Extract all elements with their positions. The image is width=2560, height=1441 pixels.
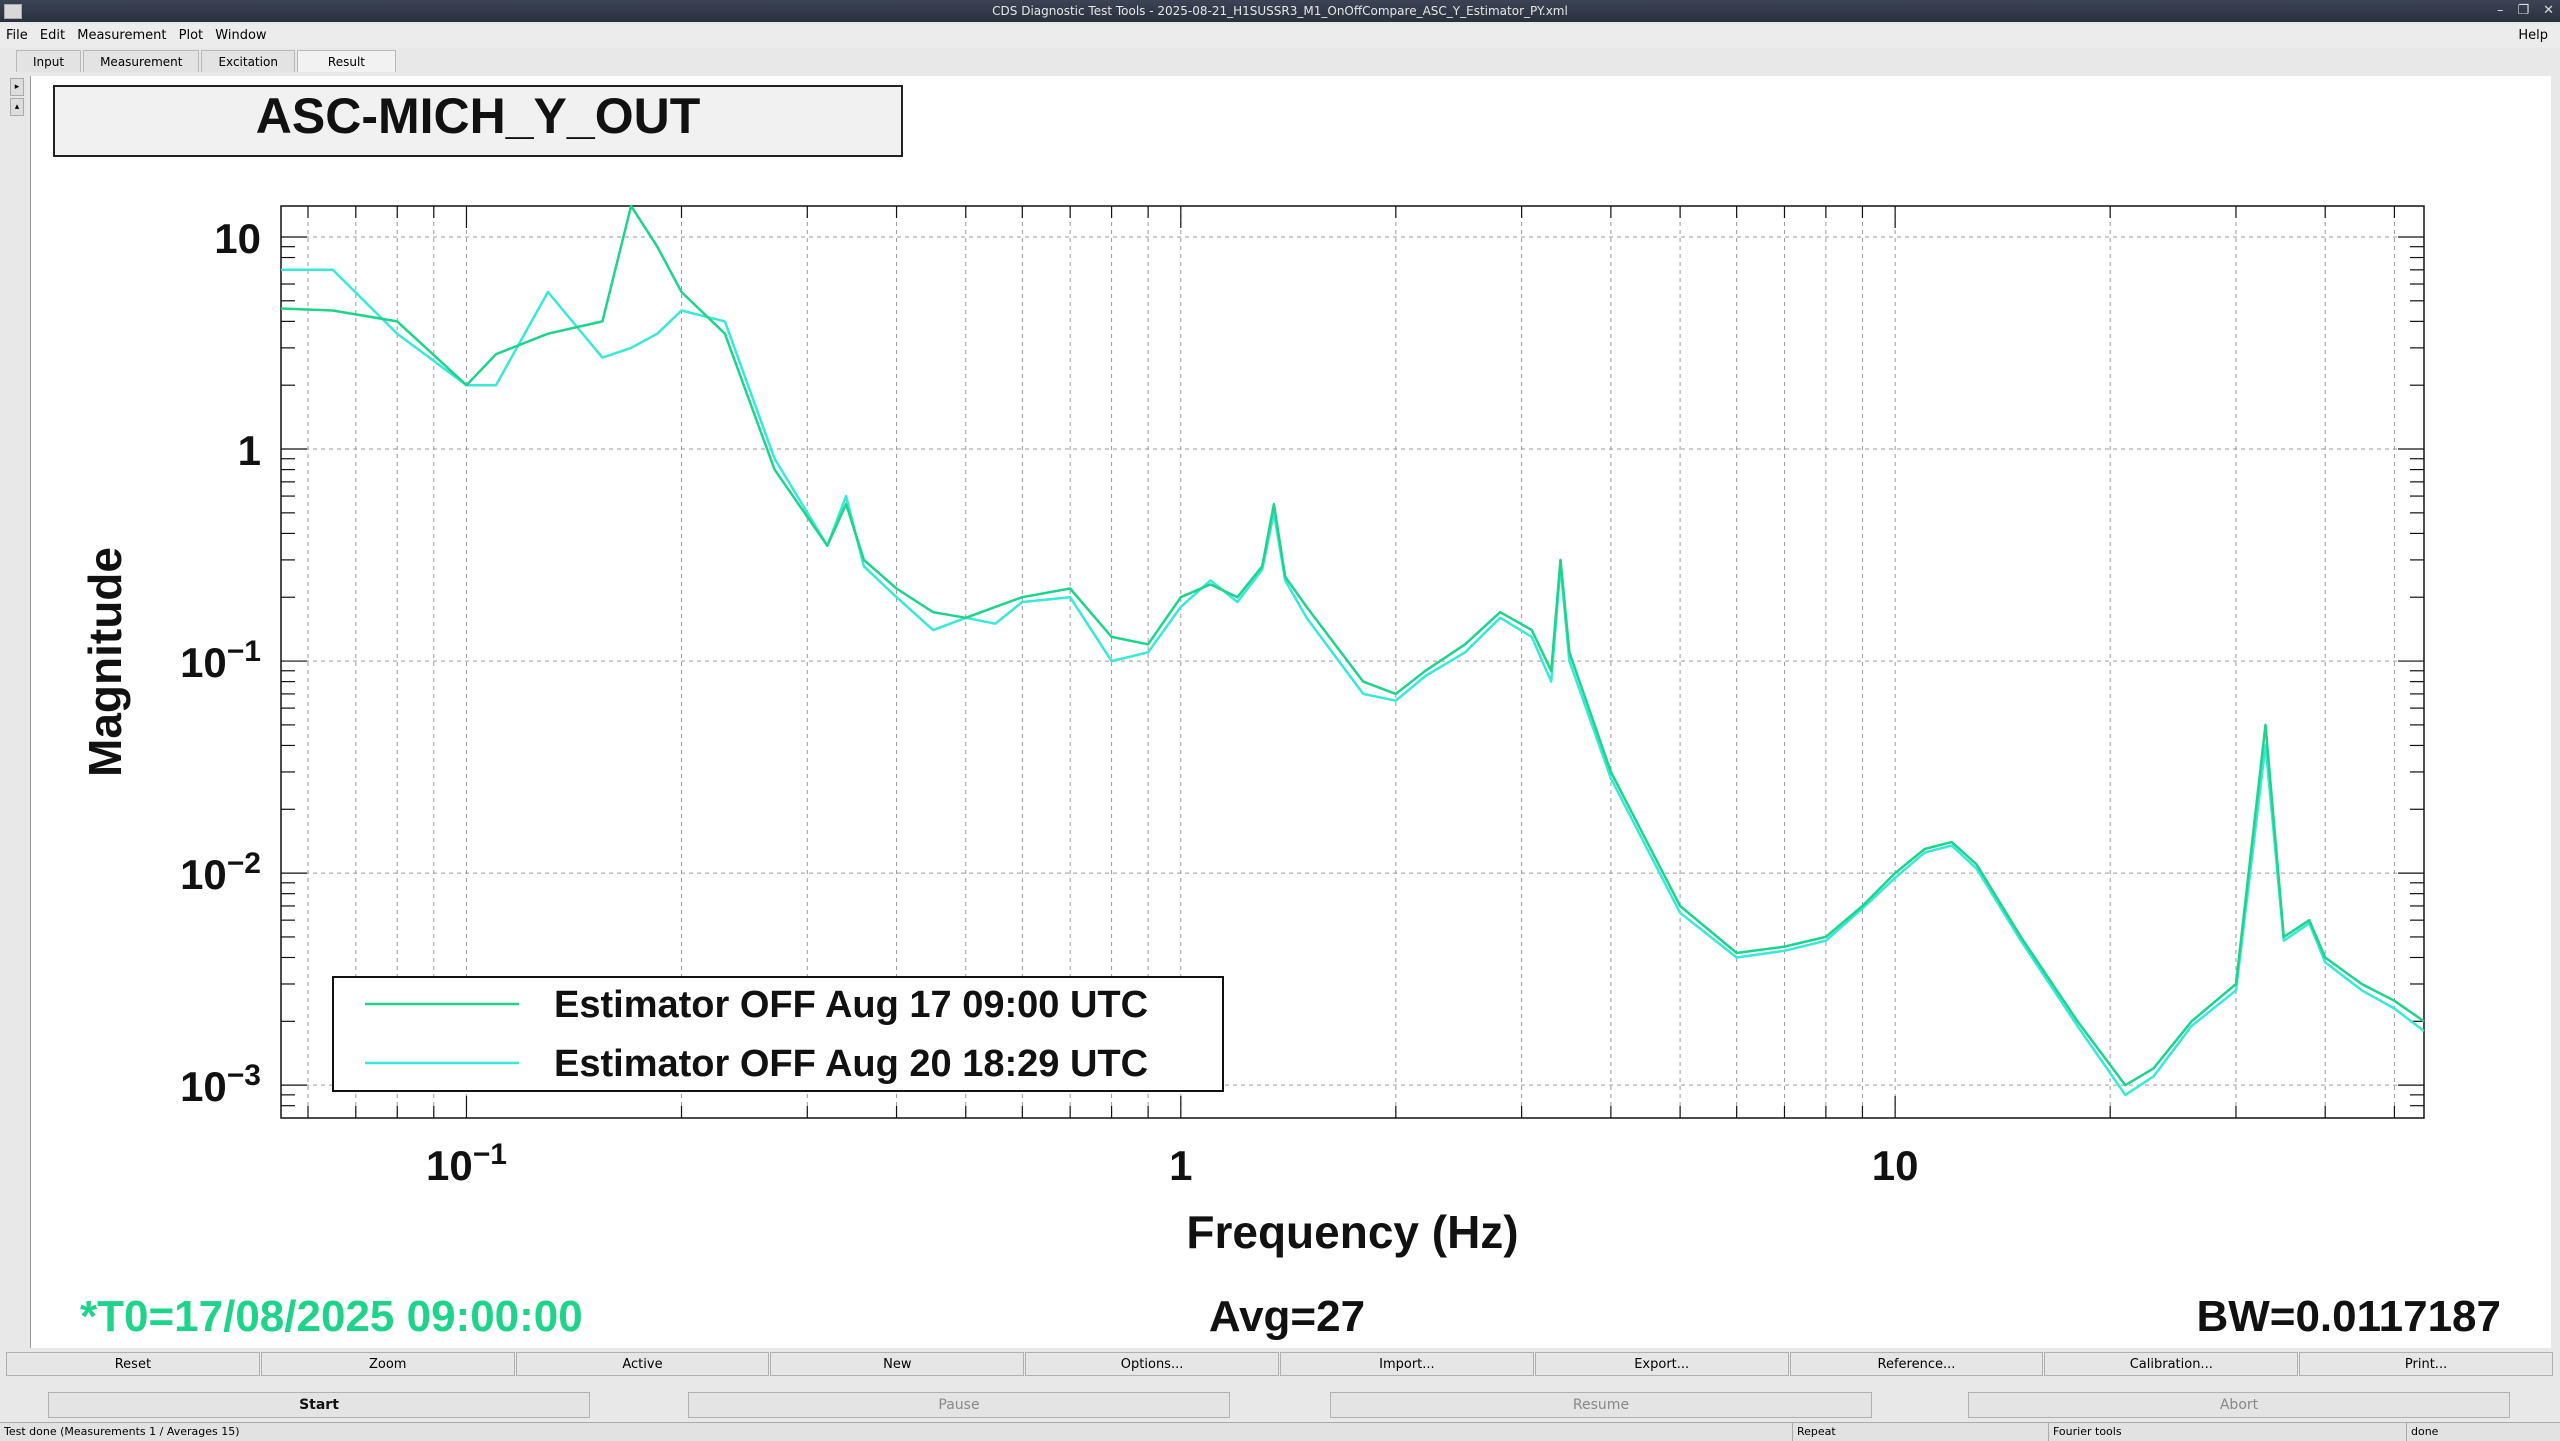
legend: Estimator OFF Aug 17 09:00 UTC Estimator…: [332, 976, 1224, 1092]
reference-button[interactable]: Reference...: [1789, 1352, 2044, 1376]
series-line: [280, 204, 2425, 1087]
tab-result[interactable]: Result: [296, 50, 396, 72]
zoom-button[interactable]: Zoom: [260, 1352, 515, 1376]
app-icon: [4, 4, 22, 19]
menu-file[interactable]: File: [6, 28, 28, 43]
resume-button[interactable]: Resume: [1330, 1392, 1872, 1418]
y-tick-label: 10−3: [180, 1059, 261, 1110]
tab-bar: Input Measurement Excitation Result: [16, 50, 398, 72]
legend-label-aug20: Estimator OFF Aug 20 18:29 UTC: [554, 1043, 1148, 1085]
y-axis-label: Magnitude: [79, 547, 131, 777]
status-repeat: Repeat: [1792, 1423, 1836, 1441]
menu-measurement[interactable]: Measurement: [77, 28, 167, 43]
series-line: [281, 268, 2425, 1097]
active-button[interactable]: Active: [515, 1352, 770, 1376]
window-controls: – ❐ ✕: [2497, 0, 2554, 22]
status-state: done: [2406, 1423, 2438, 1441]
legend-box: [332, 976, 1224, 1092]
t0-label: *T0=17/08/2025 09:00:00: [80, 1292, 583, 1341]
menu-bar: File Edit Measurement Plot Window Help: [0, 24, 2560, 48]
status-message: Test done (Measurements 1 / Averages 15): [4, 1425, 240, 1438]
minimize-icon[interactable]: –: [2496, 3, 2504, 18]
run-controls-row: Start Pause Resume Abort: [48, 1392, 2510, 1418]
new-button[interactable]: New: [770, 1352, 1025, 1376]
options-button[interactable]: Options...: [1025, 1352, 1279, 1376]
scroll-right-icon[interactable]: ▸: [10, 78, 24, 96]
scroll-up-icon[interactable]: ▴: [10, 98, 24, 116]
tab-measurement[interactable]: Measurement: [83, 50, 200, 72]
avg-label: Avg=27: [1209, 1292, 1365, 1341]
y-tick-label: 1: [238, 427, 261, 474]
menu-help[interactable]: Help: [2518, 28, 2548, 43]
pause-button[interactable]: Pause: [688, 1392, 1230, 1418]
reset-button[interactable]: Reset: [6, 1352, 260, 1376]
x-tick-label: 10: [1872, 1142, 1919, 1189]
y-tick-label: 10−2: [180, 847, 261, 898]
maximize-icon[interactable]: ❐: [2517, 3, 2530, 18]
x-axis-label: Frequency (Hz): [1186, 1206, 1518, 1258]
tab-excitation[interactable]: Excitation: [201, 50, 295, 72]
export-button[interactable]: Export...: [1534, 1352, 1789, 1376]
x-tick-label: 10−1: [426, 1138, 507, 1189]
plot-canvas[interactable]: ASC-MICH_Y_OUT 10−1 1 10 10 1 10−1 10−2 10−3 Fr…: [30, 76, 2551, 1348]
menu-plot[interactable]: Plot: [178, 28, 204, 43]
abort-button[interactable]: Abort: [1968, 1392, 2510, 1418]
pad-scroll: ▸ ▴: [10, 78, 24, 118]
window-title: CDS Diagnostic Test Tools - 2025-08-21_H…: [992, 4, 1568, 18]
bw-label: BW=0.0117187: [2196, 1292, 2501, 1341]
start-button[interactable]: Start: [48, 1392, 590, 1418]
y-tick-label: 10−1: [180, 635, 261, 686]
channel-title-box: [53, 85, 903, 157]
series-layer: [280, 204, 2425, 1097]
calibration-button[interactable]: Calibration...: [2044, 1352, 2299, 1376]
magnitude-plot[interactable]: ASC-MICH_Y_OUT 10−1 1 10 10 1 10−1 10−2 10−3 Fr…: [31, 76, 2551, 1348]
import-button[interactable]: Import...: [1279, 1352, 1534, 1376]
status-bar: Test done (Measurements 1 / Averages 15)…: [0, 1422, 2560, 1441]
legend-label-aug17: Estimator OFF Aug 17 09:00 UTC: [554, 984, 1148, 1026]
close-icon[interactable]: ✕: [2543, 3, 2554, 18]
y-tick-label: 10: [214, 215, 261, 262]
menu-window[interactable]: Window: [215, 28, 267, 43]
title-bar: CDS Diagnostic Test Tools - 2025-08-21_H…: [0, 0, 2560, 22]
plot-controls-row: Reset Zoom Active New Options... Import.…: [6, 1352, 2554, 1376]
plot-frame: [280, 205, 2425, 1119]
x-tick-label: 1: [1169, 1142, 1192, 1189]
channel-title: ASC-MICH_Y_OUT: [256, 88, 700, 144]
status-tools: Fourier tools: [2048, 1423, 2122, 1441]
print-button[interactable]: Print...: [2299, 1352, 2553, 1376]
menu-edit[interactable]: Edit: [39, 28, 66, 43]
tab-input[interactable]: Input: [16, 50, 82, 72]
